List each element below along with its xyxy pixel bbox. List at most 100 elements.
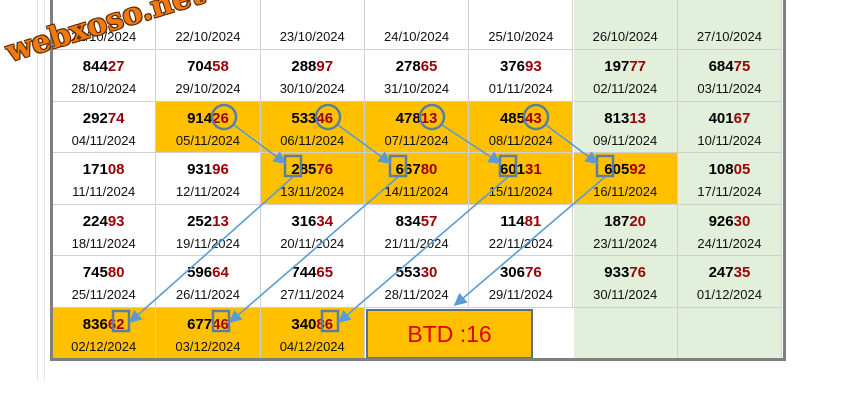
table-cell: 30676 29/11/2024 [469,256,574,308]
date: 02/12/2024 [71,339,137,354]
number: 10805 [678,161,781,178]
number: 83457 [365,213,468,230]
number-head: 224 [82,212,108,230]
date: 28/11/2024 [384,287,449,303]
number-tail: 92 [629,161,646,179]
date: 23/11/2024 [593,235,658,251]
number-head: 601 [499,161,525,179]
number: 60131 [469,161,572,178]
date: 28/10/2024 [71,81,137,96]
number-tail: 77 [629,58,646,75]
number: 60592 [574,161,677,178]
number: 67746 [156,316,259,333]
date: 05/11/2024 [175,132,240,148]
number: 28897 [261,58,364,75]
btd-box: BTD :16 [366,309,533,359]
date: 30/10/2024 [279,81,345,96]
table-cell: 55330 28/11/2024 [364,256,470,308]
table-cell: 27/10/2024 [677,0,783,50]
number-tail: 80 [107,264,125,282]
table-cell: 22493 18/11/2024 [52,204,157,257]
number-tail: 30 [420,264,438,282]
number-head: 197 [604,58,630,75]
table-cell: 47813 07/11/2024 [364,101,470,154]
number-head: 306 [499,264,525,282]
date: 01/12/2024 [696,287,762,303]
number: 18720 [574,213,677,230]
number-tail: 35 [733,264,751,282]
number-head: 114 [500,212,525,230]
number-head: 533 [291,109,317,127]
number: 70458 [156,58,259,75]
number: 68475 [678,58,781,75]
date: 21/10/2024 [71,29,137,45]
date: 11/11/2024 [72,184,136,200]
date: 07/11/2024 [384,132,449,148]
table-cell [573,308,678,360]
date: 29/10/2024 [175,81,241,96]
number-head: 485 [499,109,525,127]
number-tail: 13 [629,109,646,127]
number: 19777 [574,58,677,75]
number-head: 171 [82,161,108,179]
number-head: 684 [708,58,734,75]
number: 30676 [469,264,572,281]
date: 29/11/2024 [488,287,553,303]
number-tail: 81 [524,212,542,230]
number-tail: 05 [733,161,751,179]
number-head: 376 [499,58,525,75]
number-head: 744 [291,264,317,282]
number: 74465 [261,264,364,281]
date: 04/11/2024 [71,132,136,148]
number-head: 914 [187,109,213,127]
number-tail: 76 [629,264,646,282]
number: 37693 [469,58,572,75]
number-tail: 76 [316,161,334,179]
date: 27/10/2024 [696,29,762,45]
date: 30/11/2024 [593,287,658,303]
number-head: 252 [187,212,213,230]
number-head: 278 [395,58,421,75]
number-head: 285 [291,161,317,179]
number: 27865 [365,58,468,75]
number: 28576 [261,161,364,178]
table-cell: 31634 20/11/2024 [260,204,365,257]
date: 08/11/2024 [488,132,553,148]
table-cell: 24/10/2024 [364,0,470,50]
number-head: 247 [708,264,734,282]
number-head: 844 [82,58,108,75]
number-head: 340 [291,316,317,333]
date: 14/11/2024 [384,184,449,200]
number: 93196 [156,161,259,178]
table-cell: 28576 13/11/2024 [260,153,365,205]
table-cell: 84427 28/10/2024 [52,50,157,102]
date: 02/11/2024 [593,81,658,96]
table-cell: 83457 21/11/2024 [364,204,470,257]
date: 25/10/2024 [488,29,554,45]
number: 84427 [52,58,155,75]
table-cell: 23/10/2024 [260,0,365,50]
number-tail: 96 [212,161,229,179]
table-cell: 48543 08/11/2024 [469,101,574,154]
side-line [44,0,45,380]
number: 47813 [365,110,468,127]
date: 01/11/2024 [488,81,553,96]
number-tail: 80 [420,161,438,179]
table-cell: 26/10/2024 [573,0,678,50]
table-cell: 22/10/2024 [156,0,261,50]
number: 92630 [678,213,781,230]
table-cell: 60592 16/11/2024 [573,153,678,205]
number-head: 401 [708,109,734,127]
date: 19/11/2024 [175,235,240,251]
date: 13/11/2024 [280,184,345,200]
date: 25/11/2024 [71,287,136,303]
date: 26/11/2024 [175,287,240,303]
number-tail: 74 [107,109,125,127]
number: 22493 [52,213,155,230]
number-tail: 65 [316,264,334,282]
table-cell: 81313 09/11/2024 [573,101,678,154]
number: 34086 [261,316,364,333]
table-cell: 34086 04/12/2024 [260,308,365,360]
